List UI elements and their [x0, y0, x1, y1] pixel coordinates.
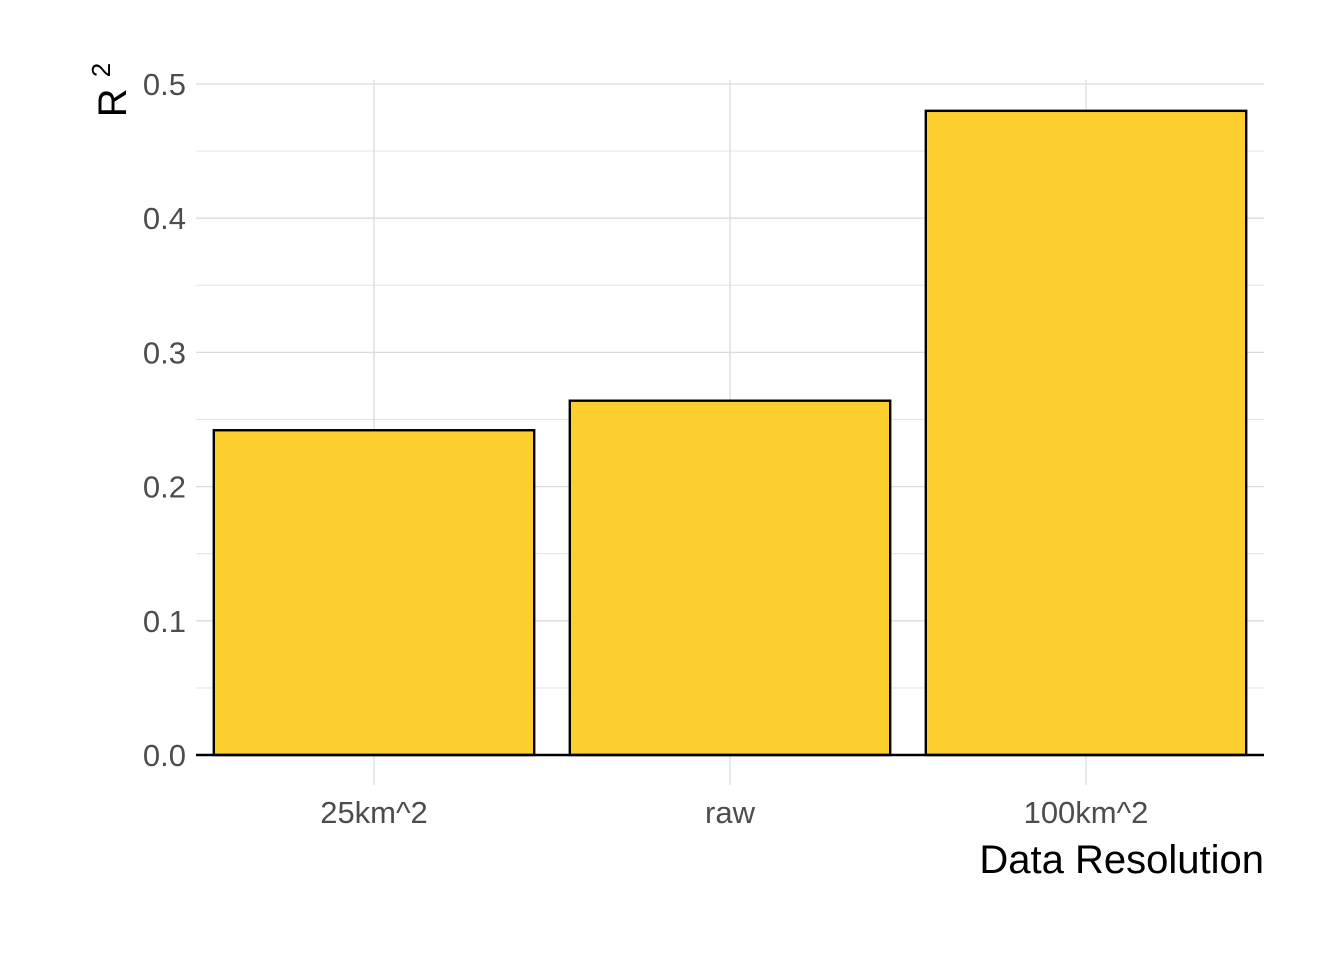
y-tick-label: 0.2	[143, 470, 186, 505]
bars	[212, 109, 1248, 757]
y-axis-title: R 2	[86, 63, 135, 117]
bar-25km^2	[212, 429, 536, 757]
x-tick-labels: 25km^2 raw 100km^2	[320, 795, 1148, 830]
y-tick-label: 0.1	[143, 604, 186, 639]
x-tick-label: 100km^2	[1024, 795, 1149, 830]
x-tick-label: raw	[705, 795, 756, 830]
y-tick-labels: 0.0 0.1 0.2 0.3 0.4 0.5	[143, 67, 186, 773]
x-axis-title: Data Resolution	[979, 838, 1264, 882]
bar-raw	[568, 399, 892, 757]
x-tick-label: 25km^2	[320, 795, 428, 830]
bar-100km^2	[924, 109, 1248, 757]
y-tick-label: 0.4	[143, 201, 186, 236]
y-axis-title-base: R	[91, 88, 135, 117]
y-tick-label: 0.0	[143, 738, 186, 773]
y-axis-title-superscript: 2	[86, 63, 116, 77]
y-tick-label: 0.3	[143, 335, 186, 370]
y-tick-label: 0.5	[143, 67, 186, 102]
